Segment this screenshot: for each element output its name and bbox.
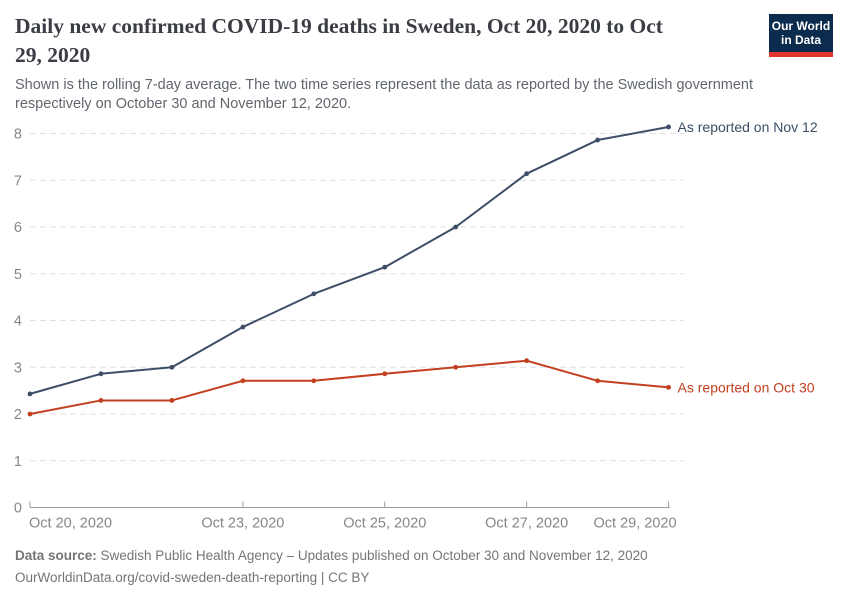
data-point-series0[interactable] bbox=[98, 371, 104, 377]
owid-link-line[interactable]: OurWorldinData.org/covid-sweden-death-re… bbox=[15, 570, 370, 585]
x-tick-label: Oct 23, 2020 bbox=[201, 516, 284, 532]
data-point-series1[interactable] bbox=[98, 398, 104, 403]
chart-title: Daily new confirmed COVID-19 deaths in S… bbox=[15, 14, 663, 67]
y-tick-label: 6 bbox=[14, 220, 22, 236]
series-line-0[interactable] bbox=[29, 125, 670, 395]
x-tick-label: Oct 29, 2020 bbox=[594, 516, 677, 532]
data-point-series0[interactable] bbox=[595, 137, 600, 143]
data-point-series0[interactable] bbox=[382, 264, 388, 270]
data-point-series1[interactable] bbox=[27, 411, 33, 417]
data-source-line: Data source: Swedish Public Health Agenc… bbox=[15, 545, 648, 567]
data-point-series0[interactable] bbox=[453, 224, 459, 230]
x-tick-label: Oct 27, 2020 bbox=[485, 516, 568, 532]
data-point-series1[interactable] bbox=[240, 378, 246, 384]
data-point-series1[interactable] bbox=[382, 371, 388, 377]
y-tick-label: 5 bbox=[14, 267, 22, 283]
data-point-series0[interactable] bbox=[311, 291, 317, 297]
owid-logo-line1: Our World bbox=[771, 19, 831, 33]
data-point-series1[interactable] bbox=[453, 364, 459, 370]
x-tick-label: Oct 20, 2020 bbox=[29, 516, 112, 532]
series-label-1: As reported on Oct 30 bbox=[678, 379, 815, 395]
chart-footer: Data source: Swedish Public Health Agenc… bbox=[15, 545, 648, 589]
y-tick-label: 4 bbox=[14, 314, 22, 330]
data-point-series1[interactable] bbox=[666, 384, 671, 390]
y-tick-label: 8 bbox=[14, 127, 22, 143]
data-source-label: Data source: bbox=[15, 548, 97, 563]
series-line-1[interactable] bbox=[29, 359, 670, 415]
data-point-series1[interactable] bbox=[169, 398, 175, 403]
owid-logo-line2: in Data bbox=[780, 32, 821, 47]
data-point-series0[interactable] bbox=[666, 124, 671, 130]
data-point-series0[interactable] bbox=[27, 391, 33, 397]
data-point-series0[interactable] bbox=[169, 364, 175, 370]
y-tick-label: 1 bbox=[14, 454, 22, 470]
y-tick-label: 0 bbox=[14, 501, 22, 517]
y-tick-label: 2 bbox=[14, 407, 22, 423]
x-tick-label: Oct 25, 2020 bbox=[343, 516, 426, 532]
series-label-0: As reported on Nov 12 bbox=[678, 119, 818, 135]
y-tick-label: 3 bbox=[14, 360, 22, 376]
chart-svg[interactable]: 0 1 2 3 4 5 6 7 8 Oct 20, 2020 Oct 23, 2020 Oct 25,… bbox=[0, 118, 850, 538]
data-point-series1[interactable] bbox=[595, 378, 600, 384]
chart-subtitle: Shown is the rolling 7-day average. The … bbox=[15, 77, 754, 112]
owid-logo[interactable]: Our World in Data bbox=[769, 14, 833, 57]
data-point-series0[interactable] bbox=[240, 324, 246, 330]
owid-logo-box: Our World in Data bbox=[769, 14, 833, 52]
owid-logo-red-bar bbox=[769, 52, 833, 57]
data-source-text: Swedish Public Health Agency – Updates p… bbox=[96, 548, 648, 563]
data-point-series1[interactable] bbox=[524, 358, 530, 364]
data-point-series0[interactable] bbox=[524, 171, 530, 177]
data-point-series1[interactable] bbox=[311, 378, 317, 384]
y-tick-label: 7 bbox=[14, 173, 22, 189]
